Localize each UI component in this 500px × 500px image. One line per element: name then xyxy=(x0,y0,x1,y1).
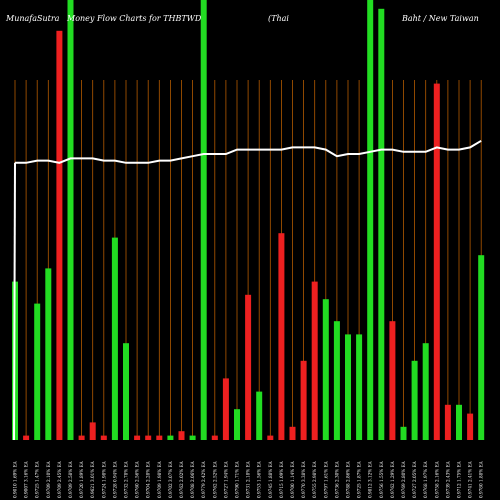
bar xyxy=(189,435,196,440)
title-segment-pair-open: (Thai xyxy=(268,14,289,23)
bar xyxy=(456,404,462,440)
x-tick-label: 0.9720 1.89% EA xyxy=(79,460,84,498)
x-tick-label: 0.9700 1.14% EA xyxy=(290,460,295,498)
bar xyxy=(389,321,396,440)
bar xyxy=(356,334,363,440)
x-tick-label: 0.9753 1.56% EA xyxy=(257,460,262,498)
bar xyxy=(256,391,263,440)
bar xyxy=(322,299,329,440)
line-layer xyxy=(13,139,482,441)
bar xyxy=(134,435,141,440)
x-tick-label: 0.9715 1.09% EA xyxy=(279,460,284,498)
x-tick-label: 0.9756 1.55% EA xyxy=(379,460,384,498)
chart-title: MunafaSutra Money Flow Charts for THBTWD… xyxy=(5,14,479,23)
x-tick-label: 0.9725 1.87% EA xyxy=(357,460,362,498)
money-flow-line xyxy=(15,139,482,164)
x-tick-label: 0.9745 1.88% EA xyxy=(268,460,273,498)
bar xyxy=(234,409,240,440)
bar xyxy=(100,435,107,440)
x-tick-label: 0.9712 1.75% EA xyxy=(457,460,462,498)
bar xyxy=(67,0,74,440)
x-tick-label: 0.9736 2.30% EA xyxy=(334,460,339,498)
x-tick-label: 0.9790 1.71% EA xyxy=(235,460,240,498)
x-tick-label: 0.9725 1.47% EA xyxy=(35,460,40,498)
bar xyxy=(311,281,318,440)
x-tick-label: 0.9762 1.29% EA xyxy=(390,460,395,498)
x-tick-label: 0.9760 2.56% EA xyxy=(135,460,140,498)
bar xyxy=(45,268,52,440)
bar xyxy=(200,0,207,440)
x-tick-label: 0.9788 2.86% EA xyxy=(346,460,351,498)
x-tick-label: 0.9702 3.07% EA xyxy=(168,460,173,498)
x-tick-label: 0.9768 1.97% EA xyxy=(423,460,428,498)
x-tick-label: 0.9007 3.16% EA xyxy=(24,460,29,498)
bar xyxy=(378,8,385,441)
x-tick-label: 0.9704 2.28% EA xyxy=(146,460,151,498)
bar xyxy=(89,422,96,440)
x-tick-label: 0.9709 2.58% EA xyxy=(68,460,73,498)
bar xyxy=(211,435,218,440)
x-tick-label: 0.9732 2.78% EA xyxy=(124,460,129,498)
bar xyxy=(111,237,118,440)
x-tick-label: 0.9727 1.94% EA xyxy=(223,460,228,498)
x-tick-label: 0.9755 2.98% EA xyxy=(312,460,317,498)
x-tick-label: 0.9709 2.45% EA xyxy=(57,460,62,498)
bar xyxy=(145,435,152,440)
x-tick-label: 0.9727 2.05% EA xyxy=(412,460,417,498)
x-tick-label: 0.9724 1.98% EA xyxy=(101,460,106,498)
x-tick-label: 0.9779 2.42% EA xyxy=(201,460,206,498)
bar xyxy=(478,255,485,440)
bar xyxy=(178,431,185,440)
bar xyxy=(245,294,252,440)
x-tick-label: 0.9770 3.38% EA xyxy=(301,460,306,498)
bar xyxy=(78,435,85,440)
bar xyxy=(289,426,296,440)
x-tick-label: 0.9010 1.69% EA xyxy=(13,460,18,498)
x-tick-label: 0.9762 2.52% EA xyxy=(212,460,217,498)
bar-layer xyxy=(12,0,485,441)
money-flow-line-start xyxy=(13,162,16,441)
x-tick-label: 0.9709 1.98% EA xyxy=(157,460,162,498)
x-tick-label: 0.9739 2.43% EA xyxy=(445,460,450,498)
x-tick-label: 0.9731 2.18% EA xyxy=(246,460,251,498)
bar xyxy=(300,360,307,440)
x-tick-label: 0.9728 0.94% EA xyxy=(112,460,117,498)
x-tick-label: 0.9621 3.01% EA xyxy=(90,460,95,498)
x-tick-label: 0.9797 1.61% EA xyxy=(323,460,328,498)
bar xyxy=(267,435,274,440)
x-tick-label: 0.9769 2.80% EA xyxy=(401,460,406,498)
title-segment-pair: Baht / New Taiwan xyxy=(401,14,479,23)
tick-layer: 0.9010 1.69% EA 0.9007 3.16% EA 0.9725 1.4… xyxy=(13,460,484,498)
x-tick-label: 0.9708 2.06% EA xyxy=(190,460,195,498)
title-segment-main: Money Flow Charts for THBTWD xyxy=(66,14,202,23)
bar xyxy=(400,426,407,440)
bar xyxy=(34,303,41,440)
bar xyxy=(411,360,418,440)
title-segment-brand: MunafaSutra xyxy=(5,14,60,23)
bar xyxy=(167,435,174,440)
bar xyxy=(156,435,163,440)
x-tick-label: 0.9709 2.10% EA xyxy=(46,460,51,498)
bar xyxy=(367,0,374,440)
x-tick-label: 0.9741 2.41% EA xyxy=(468,460,473,498)
bar xyxy=(444,404,451,440)
bar xyxy=(467,413,474,440)
x-tick-label: 0.9758 2.16% EA xyxy=(434,460,439,498)
bar xyxy=(433,83,440,440)
bar xyxy=(222,378,229,440)
x-tick-label: 0.9762 2.02% EA xyxy=(179,460,184,498)
bar xyxy=(333,321,340,440)
bar xyxy=(345,334,351,440)
bar xyxy=(56,30,63,441)
bar xyxy=(123,343,129,440)
x-tick-label: 0.9812 3.12% EA xyxy=(368,460,373,498)
bar xyxy=(278,233,285,440)
bar xyxy=(23,435,30,440)
x-tick-label: 0.9780 1.88% EA xyxy=(479,460,484,498)
bar xyxy=(422,343,429,440)
